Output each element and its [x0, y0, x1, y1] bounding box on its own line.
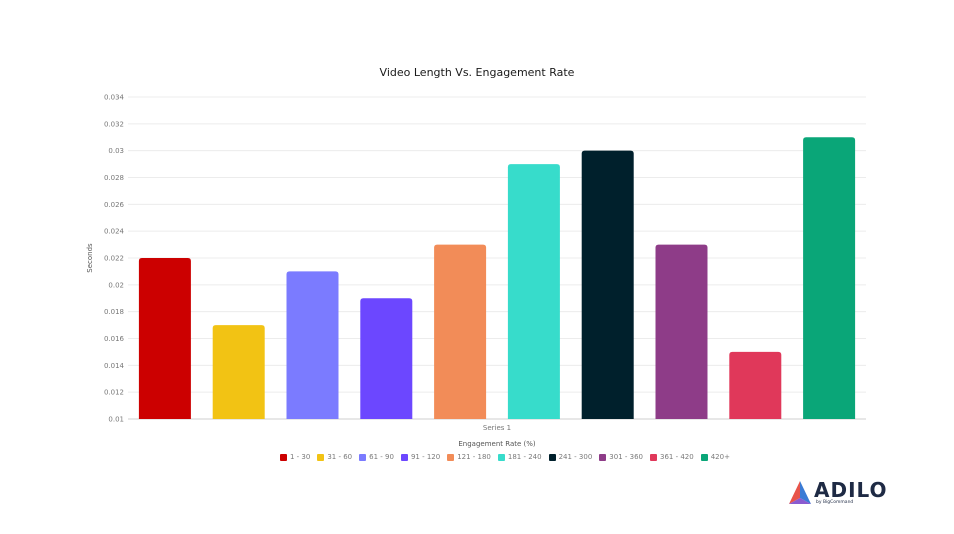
bar: [507, 164, 560, 419]
y-tick-label: 0.012: [104, 389, 124, 397]
y-tick-label: 0.018: [104, 308, 124, 316]
legend-swatch: [400, 453, 408, 461]
y-tick-label: 0.024: [104, 228, 125, 236]
bar: [138, 258, 191, 419]
bar: [212, 325, 265, 419]
legend-item[interactable]: 301 - 360: [599, 453, 643, 461]
chart-legend: 1 - 30 31 - 60 61 - 90 91 - 120 121 - 180 181…: [280, 453, 730, 461]
x-axis-title: Engagement Rate (%): [458, 440, 536, 448]
legend-swatch: [447, 453, 455, 461]
adilo-logo: ADILO by BigCommand: [788, 478, 887, 510]
legend-item[interactable]: 241 - 300: [548, 453, 593, 461]
bar: [729, 351, 782, 419]
y-tick-label: 0.016: [104, 335, 125, 343]
legend-label: 91 - 120: [410, 453, 441, 461]
legend-item[interactable]: 361 - 420: [650, 453, 694, 461]
legend-swatch: [548, 453, 556, 461]
y-tick-label: 0.028: [104, 174, 124, 182]
y-tick-label: 0.01: [108, 416, 124, 424]
y-tick-label: 0.014: [104, 362, 125, 370]
legend-swatch: [497, 453, 505, 461]
legend-label: 420+: [710, 453, 730, 461]
legend-swatch: [700, 453, 708, 461]
y-tick-label: 0.03: [108, 147, 124, 155]
legend-item[interactable]: 61 - 90: [359, 453, 394, 461]
bar: [286, 271, 339, 419]
legend-label: 31 - 60: [327, 453, 353, 461]
legend-label: 361 - 420: [660, 453, 694, 461]
legend-swatch: [650, 453, 657, 461]
legend-swatch: [359, 453, 367, 461]
legend-item[interactable]: 121 - 180: [447, 453, 491, 461]
bar: [360, 298, 413, 419]
chart-title: Video Length Vs. Engagement Rate: [379, 66, 575, 79]
adilo-logo-icon: [789, 481, 811, 504]
legend-item[interactable]: 91 - 120: [400, 453, 441, 461]
bar: [581, 150, 634, 419]
y-tick-label: 0.02: [108, 281, 124, 289]
y-tick-label: 0.032: [104, 120, 124, 128]
legend-label: 181 - 240: [507, 453, 542, 461]
y-tick-label: 0.022: [104, 255, 124, 263]
legend-swatch: [317, 453, 325, 461]
legend-item[interactable]: 1 - 30: [280, 453, 310, 461]
bar: [434, 244, 487, 419]
legend-swatch: [280, 453, 287, 461]
legend-item[interactable]: 181 - 240: [497, 453, 542, 461]
legend-item[interactable]: 420+: [700, 453, 730, 461]
legend-swatch: [599, 453, 607, 461]
legend-label: 61 - 90: [369, 453, 394, 461]
y-tick-label: 0.026: [104, 201, 125, 209]
bar: [803, 137, 856, 419]
legend-item[interactable]: 31 - 60: [317, 453, 352, 461]
y-axis-title: Seconds: [86, 243, 94, 273]
legend-label: 301 - 360: [609, 453, 643, 461]
legend-label: 121 - 180: [457, 453, 491, 461]
legend-label: 1 - 30: [290, 453, 311, 461]
logo-wordmark: ADILO: [814, 478, 888, 502]
bar: [655, 244, 708, 419]
legend-label: 241 - 300: [558, 453, 593, 461]
x-tick-label: Series 1: [483, 424, 511, 432]
y-tick-label: 0.034: [104, 94, 125, 102]
logo-tagline: by BigCommand: [816, 500, 854, 505]
